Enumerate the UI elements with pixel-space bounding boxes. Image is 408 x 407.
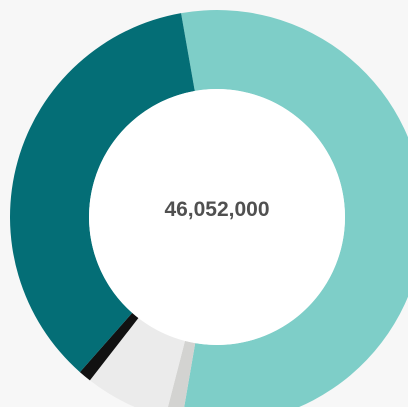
donut-hole [89, 89, 345, 345]
donut-slice-3 [89, 318, 185, 407]
donut-slice-2 [167, 340, 196, 407]
center-total-label: 46,052,000 [164, 198, 270, 221]
donut-slice-1 [181, 10, 408, 407]
donut-slice-4 [79, 312, 139, 381]
donut-slice-5 [10, 13, 195, 373]
